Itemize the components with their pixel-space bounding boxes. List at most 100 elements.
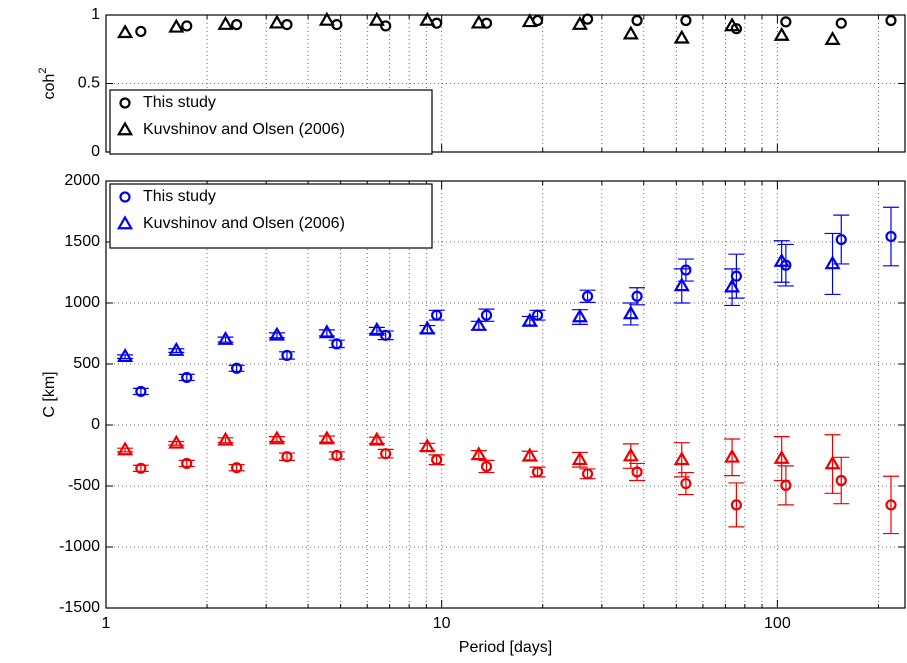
marker-circle xyxy=(181,457,193,470)
marker-triangle xyxy=(571,15,588,30)
y-tick-label: 0 xyxy=(91,416,100,433)
y-axis-label: coh2 xyxy=(37,68,58,100)
marker-triangle xyxy=(117,441,134,456)
marker-circle xyxy=(431,454,443,466)
error-bar xyxy=(132,464,149,472)
x-tick-label: 100 xyxy=(764,615,791,632)
marker-triangle xyxy=(673,451,690,466)
marker-circle xyxy=(885,499,897,511)
error-bar xyxy=(278,452,295,461)
error-bar xyxy=(777,465,794,506)
marker-circle xyxy=(631,14,643,27)
marker-circle xyxy=(380,448,392,460)
marker-circle xyxy=(631,290,643,302)
marker-circle xyxy=(835,233,847,246)
error-bar xyxy=(132,387,149,396)
marker-triangle xyxy=(571,451,588,466)
y-axis-label: C [km] xyxy=(41,371,58,417)
marker-triangle xyxy=(824,30,841,45)
marker-circle xyxy=(581,13,594,25)
error-bar xyxy=(278,351,295,360)
x-axis-label: Period [days] xyxy=(459,639,552,656)
x-tick-label: 10 xyxy=(433,615,451,632)
marker-triangle xyxy=(773,252,790,267)
marker-triangle xyxy=(824,455,841,470)
marker-circle xyxy=(680,14,692,27)
error-bar xyxy=(629,287,646,306)
marker-triangle xyxy=(673,277,690,292)
error-bar xyxy=(228,364,245,372)
marker-triangle xyxy=(419,320,436,335)
marker-triangle xyxy=(773,26,790,41)
error-bar xyxy=(178,459,195,468)
error-bar xyxy=(228,464,245,472)
y-axis-label-superscript: 2 xyxy=(37,68,49,74)
y-tick-label: 0.5 xyxy=(78,75,100,92)
error-bar xyxy=(673,442,690,478)
error-bar xyxy=(724,268,741,307)
marker-triangle xyxy=(824,255,841,270)
marker-circle xyxy=(231,362,243,374)
marker-triangle xyxy=(217,15,234,30)
marker-circle xyxy=(780,16,792,28)
error-bar xyxy=(328,339,345,349)
legend-marker xyxy=(119,97,131,109)
marker-triangle xyxy=(368,431,385,446)
legend-marker xyxy=(116,215,134,230)
marker-circle xyxy=(281,451,293,463)
marker-triangle xyxy=(724,448,741,463)
marker-circle xyxy=(480,460,493,473)
marker-circle xyxy=(181,20,193,32)
error-bar xyxy=(773,435,790,482)
legend-marker xyxy=(119,191,131,203)
marker-triangle xyxy=(419,438,436,453)
error-bar xyxy=(724,438,741,477)
marker-circle xyxy=(885,14,897,27)
y-tick-label: 1500 xyxy=(64,233,100,250)
error-bar xyxy=(824,434,841,494)
marker-circle xyxy=(730,499,742,511)
marker-circle xyxy=(331,449,343,462)
y-tick-label: -1000 xyxy=(59,538,100,555)
y-tick-label: 2000 xyxy=(64,172,100,189)
marker-triangle xyxy=(318,430,335,445)
marker-circle xyxy=(181,371,193,384)
marker-triangle xyxy=(470,14,487,29)
marker-triangle xyxy=(268,326,286,341)
error-bar xyxy=(882,206,899,267)
y-tick-label: 0 xyxy=(91,143,100,160)
legend-label: This study xyxy=(143,94,216,111)
marker-triangle xyxy=(117,24,134,39)
marker-triangle xyxy=(622,25,639,40)
marker-triangle xyxy=(724,278,741,293)
marker-triangle xyxy=(368,11,385,26)
y-tick-label: -1500 xyxy=(59,599,100,616)
marker-triangle xyxy=(268,14,286,29)
marker-triangle xyxy=(622,447,639,462)
marker-triangle xyxy=(724,17,741,32)
marker-circle xyxy=(835,17,847,29)
marker-circle xyxy=(135,385,147,398)
marker-triangle xyxy=(521,447,538,462)
marker-triangle xyxy=(368,321,385,336)
marker-circle xyxy=(331,338,343,350)
y-tick-label: 500 xyxy=(73,355,100,372)
error-bar xyxy=(178,373,195,382)
marker-circle xyxy=(581,468,594,480)
marker-circle xyxy=(380,20,392,32)
error-bar xyxy=(773,240,790,283)
error-bar xyxy=(824,232,841,296)
legend-box xyxy=(109,183,433,249)
legend-label: This study xyxy=(143,188,216,205)
y-axis-label-text: C [km] xyxy=(41,371,58,417)
error-bar xyxy=(629,462,646,482)
marker-circle xyxy=(135,462,147,474)
marker-triangle xyxy=(268,430,286,445)
legend-marker xyxy=(116,121,134,136)
marker-triangle xyxy=(521,312,538,327)
legend-label: Kuvshinov and Olsen (2006) xyxy=(143,121,345,138)
error-bar xyxy=(677,471,694,496)
marker-circle xyxy=(231,18,243,31)
marker-triangle xyxy=(217,330,234,345)
